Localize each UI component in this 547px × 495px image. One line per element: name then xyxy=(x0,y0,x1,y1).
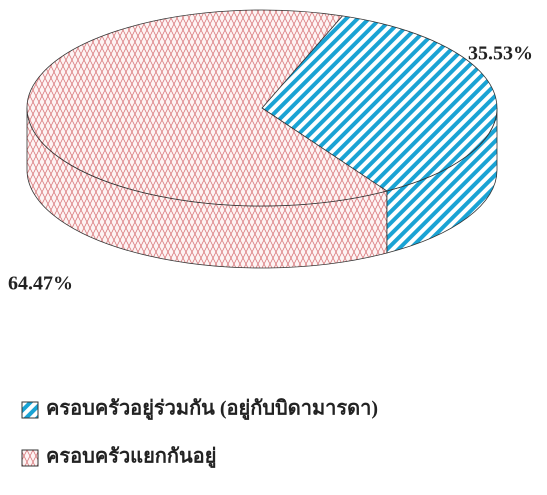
pie-slice xyxy=(261,15,498,192)
value-label: 35.53% xyxy=(468,43,533,65)
pie xyxy=(26,9,498,269)
legend: ครอบครัวอยู่ร่วมกัน (อยู่กับบิดามารดา) คร… xyxy=(21,398,378,470)
legend-label: ครอบครัวอยู่ร่วมกัน (อยู่กับบิดามารดา) xyxy=(46,398,378,422)
value-label: 64.47% xyxy=(8,273,73,295)
legend-swatch xyxy=(21,449,39,467)
legend-swatch xyxy=(21,401,39,419)
pie-slice xyxy=(26,9,388,207)
legend-label: ครอบครัวแยกกันอยู่ xyxy=(46,446,216,470)
